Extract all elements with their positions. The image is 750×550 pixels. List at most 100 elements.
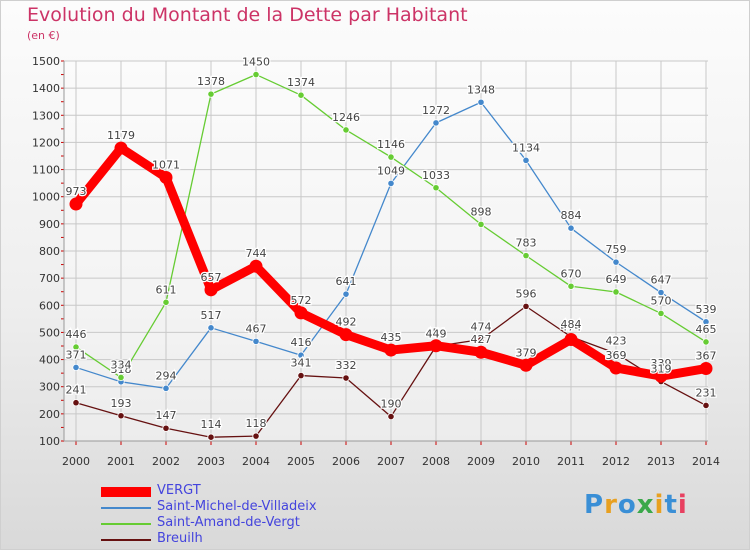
- data-label: 898: [471, 205, 492, 218]
- data-label: 1348: [467, 83, 495, 96]
- data-label: 371: [66, 348, 87, 361]
- data-point: [612, 258, 620, 266]
- x-tick-label: 2011: [557, 455, 585, 468]
- legend-swatch: [101, 539, 151, 541]
- x-tick-label: 2006: [332, 455, 360, 468]
- chart-unit-label: (en €): [27, 29, 60, 42]
- data-label: 416: [291, 336, 312, 349]
- x-tick-label: 2000: [62, 455, 90, 468]
- data-label: 1450: [242, 56, 270, 69]
- data-label: 427: [471, 333, 492, 346]
- legend-swatch: [101, 507, 151, 509]
- data-label: 193: [111, 397, 132, 410]
- data-point: [207, 433, 215, 441]
- data-label: 446: [66, 328, 87, 341]
- data-point: [657, 309, 665, 318]
- data-label: 744: [246, 247, 267, 260]
- data-label: 114: [201, 418, 222, 431]
- data-label: 339: [651, 357, 672, 370]
- data-point: [612, 288, 620, 296]
- data-point: [384, 343, 398, 357]
- data-point: [159, 170, 173, 184]
- y-tick-label: 500: [39, 326, 60, 339]
- proxiti-logo: Proxiti: [584, 490, 688, 520]
- data-label: 118: [246, 417, 267, 430]
- data-label: 467: [246, 322, 267, 335]
- x-tick-label: 2008: [422, 455, 450, 468]
- data-point: [477, 220, 485, 228]
- data-point: [117, 412, 125, 420]
- data-point: [72, 363, 80, 372]
- data-point: [609, 361, 623, 375]
- data-point: [387, 412, 395, 421]
- x-tick-label: 2002: [152, 455, 180, 468]
- data-label: 241: [66, 384, 87, 397]
- data-point: [207, 90, 215, 98]
- data-label: 1146: [377, 138, 405, 151]
- data-point: [204, 283, 218, 297]
- data-point: [564, 332, 578, 346]
- y-tick-label: 400: [39, 354, 60, 367]
- legend-label: Breuilh: [157, 531, 203, 546]
- data-point: [654, 369, 668, 383]
- data-label: 367: [696, 350, 717, 363]
- data-point: [702, 401, 710, 410]
- data-label: 334: [111, 358, 132, 371]
- data-point: [252, 432, 260, 440]
- chart-title: Evolution du Montant de la Dette par Hab…: [27, 4, 468, 26]
- data-point: [114, 141, 128, 155]
- data-point: [432, 184, 440, 192]
- data-label: 332: [336, 359, 357, 372]
- data-label: 435: [381, 331, 402, 344]
- x-tick-label: 2013: [647, 455, 675, 468]
- data-label: 641: [336, 275, 357, 288]
- data-label: 657: [201, 271, 222, 284]
- y-tick-label: 1200: [32, 136, 60, 149]
- data-point: [72, 343, 80, 351]
- y-tick-label: 300: [39, 381, 60, 394]
- data-label: 1134: [512, 141, 540, 154]
- data-point: [117, 373, 125, 382]
- data-label: 1179: [107, 129, 135, 142]
- data-point: [522, 302, 530, 310]
- data-point: [162, 424, 170, 432]
- y-tick-label: 1000: [32, 191, 60, 204]
- data-label: 318: [111, 363, 132, 376]
- data-point: [702, 338, 710, 346]
- data-point: [162, 298, 170, 306]
- data-point: [297, 351, 305, 359]
- data-point: [249, 259, 263, 273]
- data-point: [429, 339, 443, 353]
- data-point: [477, 335, 485, 344]
- data-label: 611: [156, 283, 177, 296]
- y-tick-label: 1500: [32, 55, 60, 68]
- data-label: 1272: [422, 104, 450, 117]
- y-tick-label: 700: [39, 272, 60, 285]
- data-label: 572: [291, 294, 312, 307]
- y-tick-label: 600: [39, 299, 60, 312]
- data-point: [252, 70, 260, 79]
- data-point: [477, 98, 485, 106]
- data-label: 465: [696, 323, 717, 336]
- data-label: 1071: [152, 158, 180, 171]
- data-point: [162, 384, 170, 392]
- x-tick-label: 2012: [602, 455, 630, 468]
- data-label: 1378: [197, 75, 225, 88]
- x-tick-label: 2007: [377, 455, 405, 468]
- data-point: [432, 119, 440, 127]
- data-point: [342, 126, 350, 134]
- data-label: 539: [696, 303, 717, 316]
- data-point: [297, 91, 305, 99]
- data-point: [699, 362, 713, 376]
- x-tick-label: 2005: [287, 455, 315, 468]
- legend-label: Saint-Michel-de-Villadeix: [157, 499, 317, 514]
- data-point: [69, 197, 83, 211]
- data-label: 649: [606, 273, 627, 286]
- y-tick-label: 1300: [32, 109, 60, 122]
- data-point: [207, 324, 215, 332]
- data-label: 759: [606, 243, 627, 256]
- x-tick-label: 2009: [467, 455, 495, 468]
- data-point: [387, 153, 395, 161]
